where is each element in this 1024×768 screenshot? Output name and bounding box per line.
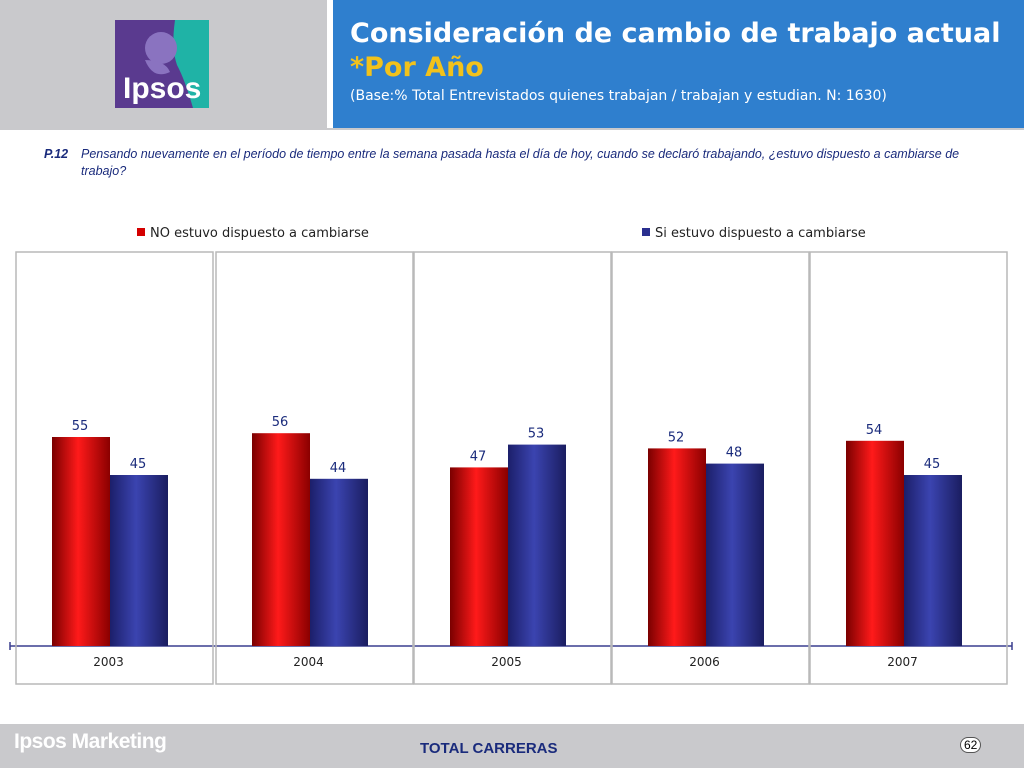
category-panel — [413, 251, 612, 685]
footer-brand: Ipsos Marketing — [14, 730, 167, 753]
bar — [706, 463, 764, 646]
category-panel — [809, 251, 1008, 685]
bar — [110, 475, 168, 646]
category-panel — [15, 251, 214, 685]
legend-label: NO estuvo dispuesto a cambiarse — [150, 226, 369, 241]
question-number: P.12 — [44, 147, 69, 161]
footer-bar: Ipsos Marketing TOTAL CARRERAS 62 — [0, 724, 1024, 768]
x-tick-label: 2007 — [887, 655, 918, 669]
base-note: (Base:% Total Entrevistados quienes trab… — [350, 88, 887, 104]
legend-swatch — [137, 228, 145, 236]
bar — [52, 437, 110, 646]
page-subtitle: *Por Año — [350, 52, 484, 83]
data-label: 55 — [72, 419, 89, 434]
data-label: 48 — [726, 446, 743, 461]
bar — [508, 444, 566, 646]
header-title-panel — [333, 0, 1024, 128]
bar — [648, 448, 706, 646]
data-label: 47 — [470, 449, 487, 464]
x-tick-label: 2006 — [689, 655, 720, 669]
data-label: 56 — [272, 415, 289, 430]
footer-label: TOTAL CARRERAS — [420, 740, 558, 757]
bar — [846, 440, 904, 646]
legend-label: Si estuvo dispuesto a cambiarse — [655, 226, 866, 241]
page-number: 62 — [960, 737, 982, 753]
header-divider — [0, 128, 1024, 130]
category-panel — [611, 251, 810, 685]
data-label: 45 — [130, 457, 147, 472]
legend-swatch — [642, 228, 650, 236]
bar — [904, 475, 962, 646]
x-tick-label: 2005 — [491, 655, 522, 669]
data-label: 52 — [668, 430, 685, 445]
bar — [310, 478, 368, 646]
question-block: P.12 Pensando nuevamente en el período d… — [44, 146, 984, 180]
category-panel — [215, 251, 414, 685]
bar-chart: NO estuvo dispuesto a cambiarse Si estuvo… — [9, 226, 1013, 685]
data-label: 44 — [330, 461, 347, 476]
x-tick-label: 2003 — [93, 655, 124, 669]
data-label: 54 — [866, 423, 883, 438]
bar — [252, 433, 310, 646]
logo-text: Ipsos — [123, 72, 201, 105]
data-label: 53 — [528, 427, 545, 442]
x-tick-label: 2004 — [293, 655, 324, 669]
data-label: 45 — [924, 457, 941, 472]
ipsos-logo: Ipsos — [115, 20, 209, 108]
page-title: Consideración de cambio de trabajo actua… — [350, 18, 1001, 49]
question-text: Pensando nuevamente en el período de tie… — [81, 147, 960, 178]
bar — [450, 467, 508, 646]
